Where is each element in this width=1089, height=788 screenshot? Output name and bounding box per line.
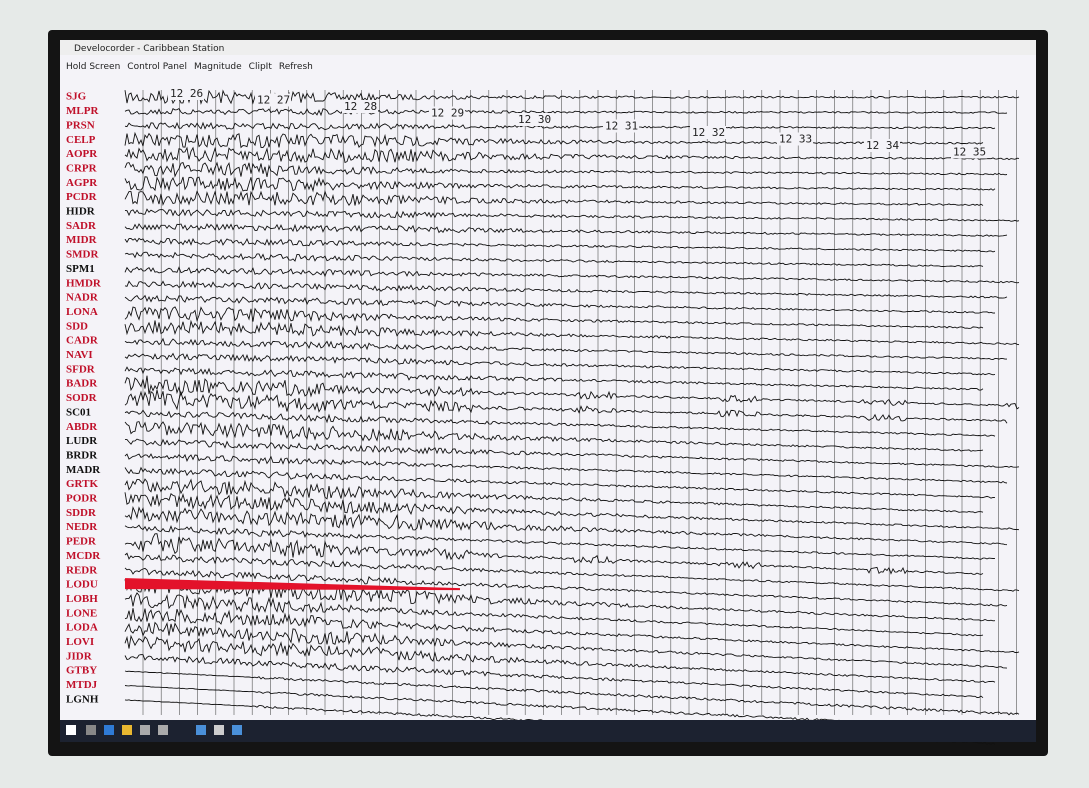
time-label: 12 27 <box>257 94 290 107</box>
time-label: 12 33 <box>779 133 812 146</box>
taskbar <box>60 720 1036 742</box>
station-label: MLPR <box>66 105 99 117</box>
station-label: PODR <box>66 493 98 505</box>
time-label: 12 26 <box>170 87 203 100</box>
page: {"window": {"title": "Develocorder - Car… <box>0 0 1089 788</box>
app-icon[interactable] <box>214 725 224 735</box>
station-label: LODA <box>66 622 98 634</box>
station-label: CADR <box>66 335 99 347</box>
station-label: SJG <box>66 91 87 103</box>
time-label: 12 30 <box>518 113 551 126</box>
station-label: AOPR <box>66 148 98 160</box>
menu-item[interactable]: Refresh <box>279 62 313 72</box>
station-label: NEDR <box>66 521 98 533</box>
station-label: CELP <box>66 134 96 146</box>
station-label: SODR <box>66 392 98 404</box>
station-label: MIDR <box>66 234 98 246</box>
station-label: GRTK <box>66 478 98 490</box>
station-label: HMDR <box>66 277 102 289</box>
station-label: LONE <box>66 607 97 619</box>
station-label: LOBH <box>66 593 98 605</box>
station-label: CRPR <box>66 162 98 174</box>
menu-item[interactable]: Hold Screen <box>66 62 120 72</box>
app-icon[interactable] <box>196 725 206 735</box>
station-label: HIDR <box>66 206 96 218</box>
station-label: LUDR <box>66 435 98 447</box>
explorer-icon[interactable] <box>122 725 132 735</box>
station-labels: SJG MLPR PRSN CELP AOPR CRPR AGPR PCDR HIDR SADR M… <box>66 91 102 706</box>
station-label: AGPR <box>66 177 98 189</box>
station-label: MTDJ <box>66 679 98 691</box>
station-label: LOVI <box>66 636 94 648</box>
station-label: GTBY <box>66 665 97 677</box>
start-button[interactable] <box>66 725 76 735</box>
time-label: 12 34 <box>866 139 899 152</box>
time-label: 12 31 <box>605 120 638 133</box>
station-label: NADR <box>66 292 99 304</box>
app-icon[interactable] <box>158 725 168 735</box>
photo: Develocorder - Caribbean Station Hold Sc… <box>0 0 1089 788</box>
station-label: SDD <box>66 320 88 332</box>
station-label: REDR <box>66 564 98 576</box>
station-label: SADR <box>66 220 97 232</box>
station-label: BADR <box>66 378 98 390</box>
app-icon[interactable] <box>232 725 242 735</box>
station-label: NAVI <box>66 349 93 361</box>
station-label: PEDR <box>66 536 97 548</box>
window-title: Develocorder - Caribbean Station <box>74 44 224 54</box>
station-label: SC01 <box>66 406 91 418</box>
station-label: PCDR <box>66 191 98 203</box>
app-icon[interactable] <box>140 725 150 735</box>
station-label: BRDR <box>66 449 98 461</box>
station-label: MCDR <box>66 550 101 562</box>
station-label: MADR <box>66 464 101 476</box>
menu-item[interactable]: ClipIt <box>249 62 273 72</box>
station-label: SMDR <box>66 249 99 261</box>
station-label: LGNH <box>66 693 99 705</box>
station-label: SFDR <box>66 363 96 375</box>
time-label: 12 32 <box>692 126 725 139</box>
station-label: SDDR <box>66 507 97 519</box>
station-label: JIDR <box>66 650 93 662</box>
station-label: LODU <box>66 579 98 591</box>
station-label: SPM1 <box>66 263 95 275</box>
time-label: 12 29 <box>431 107 464 120</box>
edge-icon[interactable] <box>104 725 114 735</box>
time-label: 12 35 <box>953 146 986 159</box>
menu-item[interactable]: Magnitude <box>194 62 242 72</box>
search-icon[interactable] <box>86 725 96 735</box>
menu-item[interactable]: Control Panel <box>127 62 187 72</box>
station-label: LONA <box>66 306 98 318</box>
time-label: 12 28 <box>344 100 377 113</box>
station-label: ABDR <box>66 421 98 433</box>
station-label: PRSN <box>66 119 95 131</box>
